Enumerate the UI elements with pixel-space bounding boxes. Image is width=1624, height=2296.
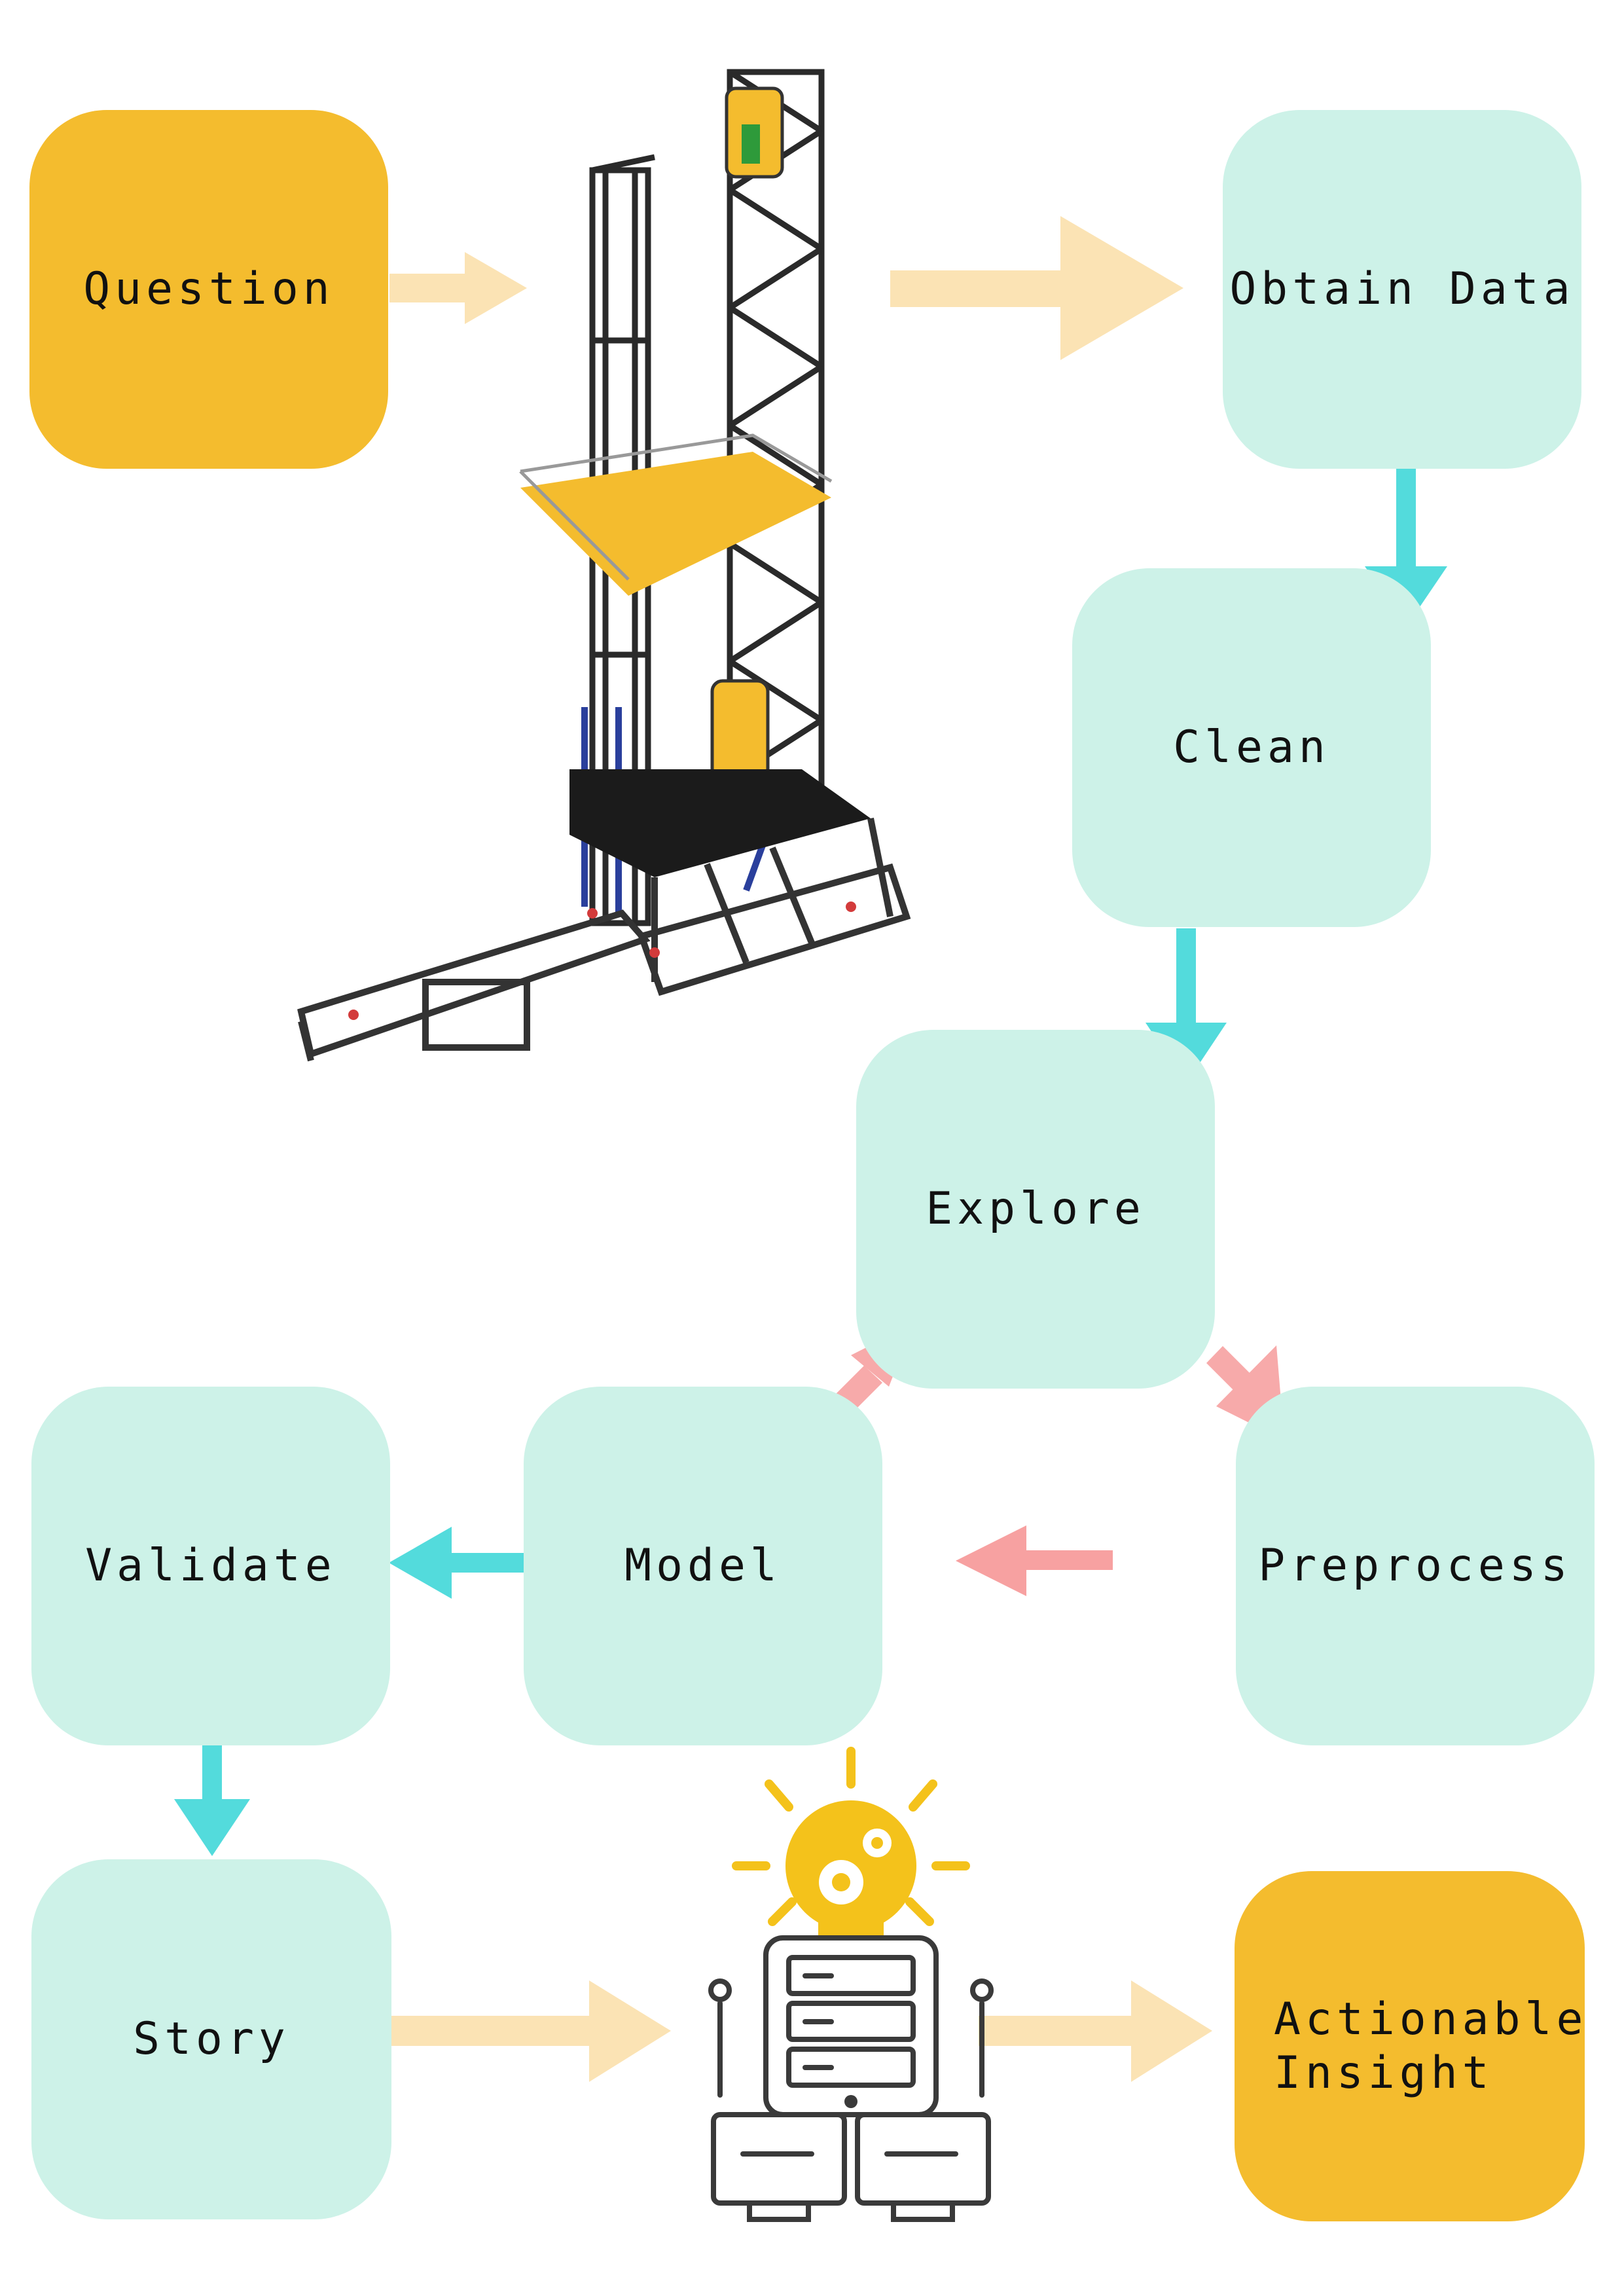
node-preprocess-label: Preprocess: [1258, 1540, 1572, 1592]
node-story: Story: [31, 1859, 391, 2219]
arrow-server-to-insight: [979, 1980, 1212, 2082]
node-preprocess: Preprocess: [1236, 1387, 1595, 1745]
arrow-story-to-server: [391, 1980, 671, 2082]
node-model: Model: [524, 1387, 882, 1745]
node-actionable-insight: Actionable Insight: [1235, 1871, 1585, 2221]
node-model-label: Model: [624, 1540, 782, 1592]
node-clean: Clean: [1072, 568, 1431, 927]
node-actionable-insight-label: Actionable Insight: [1274, 1993, 1588, 2099]
arrow-question-to-rig: [389, 252, 527, 324]
arrow-model-to-validate: [389, 1527, 527, 1599]
node-explore: Explore: [856, 1030, 1215, 1389]
node-clean-label: Clean: [1173, 721, 1330, 774]
arrow-validate-to-story: [174, 1738, 250, 1856]
node-explore-label: Explore: [926, 1183, 1146, 1235]
arrow-preprocess-to-model: [956, 1525, 1113, 1596]
node-question: Question: [29, 110, 388, 469]
node-obtain-data: Obtain Data: [1223, 110, 1581, 469]
node-question-label: Question: [83, 263, 334, 316]
node-obtain-data-label: Obtain Data: [1229, 263, 1575, 316]
node-story-label: Story: [133, 2013, 290, 2066]
arrow-rig-to-obtain-data: [890, 216, 1183, 360]
node-validate-label: Validate: [85, 1540, 336, 1592]
node-validate: Validate: [31, 1387, 390, 1745]
